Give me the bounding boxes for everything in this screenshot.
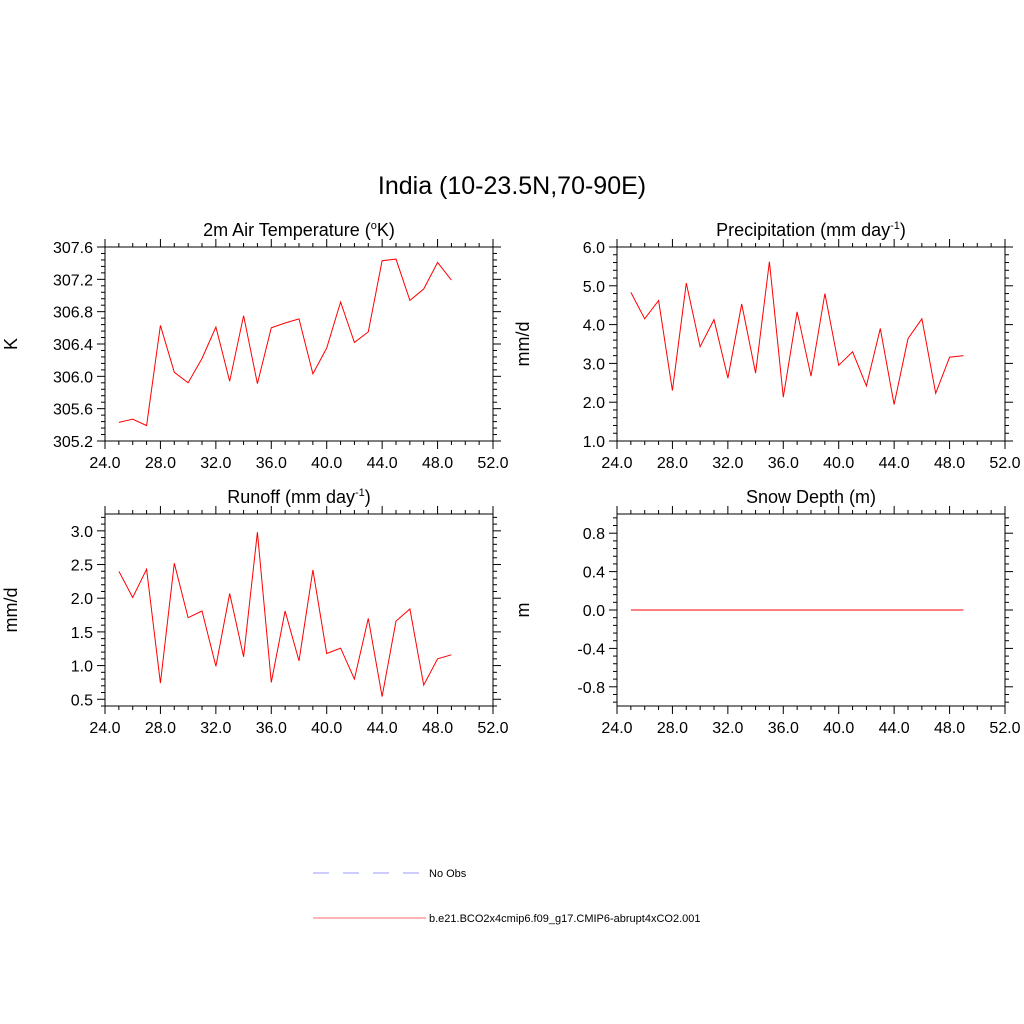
x-tick-label: 44.0 — [879, 455, 910, 472]
x-tick-label: 32.0 — [712, 455, 743, 472]
y-tick-label: 3.0 — [583, 356, 605, 373]
x-tick-label: 52.0 — [989, 455, 1020, 472]
x-tick-label: 48.0 — [934, 720, 965, 737]
y-tick-label: 305.2 — [53, 434, 93, 451]
panel-temperature: 2m Air Temperature (oK) K 24.0 28.0 32.0 36.0… — [1, 220, 509, 472]
legend-label: b.e21.BCO2x4cmip6.f09_g17.CMIP6-abrupt4x… — [429, 913, 701, 925]
plot-frame — [616, 246, 1006, 442]
y-tick-label: 305.6 — [53, 402, 93, 419]
x-tick-label: 24.0 — [601, 455, 632, 472]
legend: No Obs b.e21.BCO2x4cmip6.f09_g17.CMIP6-ab… — [313, 868, 701, 925]
y-axis-label: K — [1, 338, 21, 350]
y-tick-label: 306.4 — [53, 337, 93, 354]
y-tick-label: -0.4 — [577, 641, 605, 658]
x-tick-label: 28.0 — [657, 455, 688, 472]
x-tick-label: 36.0 — [768, 720, 799, 737]
panel-title-text: Runoff (mm day — [227, 487, 355, 507]
y-tick-label: -0.8 — [577, 680, 605, 697]
y-tick-label: 1.0 — [71, 659, 93, 676]
panel-runoff: Runoff (mm day-1) mm/d 24.0 28.0 32.0 36.0 40.… — [1, 487, 509, 737]
panel-title-superscript: o — [371, 220, 377, 232]
x-tick-label: 32.0 — [712, 720, 743, 737]
y-tick-label: 6.0 — [583, 240, 605, 257]
y-tick-label: 307.2 — [53, 272, 93, 289]
x-tick-label: 28.0 — [657, 720, 688, 737]
legend-entry: No Obs — [313, 868, 467, 880]
y-tick-label: 2.0 — [71, 591, 93, 608]
x-tick-label: 52.0 — [477, 455, 508, 472]
y-tick-label: 0.8 — [583, 526, 605, 543]
x-tick-label: 48.0 — [934, 455, 965, 472]
y-tick-label: 3.0 — [71, 524, 93, 541]
panel-precipitation: Precipitation (mm day-1) mm/d 24.0 28.0 32.0… — [513, 220, 1021, 472]
series-line — [118, 258, 452, 427]
x-tick-label: 44.0 — [367, 720, 398, 737]
panel-title: Precipitation (mm day-1) — [716, 220, 906, 240]
panel-title-text: Snow Depth (m) — [746, 487, 876, 507]
x-tick-label: 40.0 — [823, 455, 854, 472]
panel-title-superscript: -1 — [890, 220, 900, 232]
y-tick-label: 1.0 — [583, 434, 605, 451]
x-tick-label: 52.0 — [989, 720, 1020, 737]
series-line — [118, 532, 452, 697]
panel-title-tail: ) — [900, 220, 906, 240]
y-tick-label: 306.8 — [53, 305, 93, 322]
figure-title: India (10-23.5N,70-90E) — [378, 172, 646, 200]
y-axis-label: m — [513, 603, 533, 618]
x-tick-label: 40.0 — [311, 720, 342, 737]
y-tick-label: 0.4 — [583, 565, 605, 582]
legend-entry: b.e21.BCO2x4cmip6.f09_g17.CMIP6-abrupt4x… — [313, 913, 701, 925]
y-tick-label: 2.5 — [71, 558, 93, 575]
plot-frame — [104, 246, 494, 442]
x-tick-label: 44.0 — [367, 455, 398, 472]
x-tick-label: 44.0 — [879, 720, 910, 737]
y-tick-label: 1.5 — [71, 625, 93, 642]
panel-title-tail: ) — [365, 487, 371, 507]
x-tick-label: 36.0 — [256, 455, 287, 472]
x-tick-label: 24.0 — [601, 720, 632, 737]
x-tick-label: 28.0 — [145, 720, 176, 737]
panel-title-superscript: -1 — [355, 487, 365, 499]
plot-frame — [104, 513, 494, 707]
x-tick-label: 24.0 — [89, 720, 120, 737]
x-tick-label: 24.0 — [89, 455, 120, 472]
panel-title-text: 2m Air Temperature ( — [203, 220, 371, 240]
panel-title: Snow Depth (m) — [746, 487, 876, 507]
x-tick-label: 36.0 — [256, 720, 287, 737]
panel-title: Runoff (mm day-1) — [227, 487, 371, 507]
x-tick-label: 40.0 — [823, 720, 854, 737]
y-axis-label: mm/d — [513, 322, 533, 367]
x-tick-label: 32.0 — [200, 455, 231, 472]
panel-snow-depth: Snow Depth (m) m 24.0 28.0 32.0 36.0 40.0 44.0 4… — [513, 487, 1021, 737]
y-tick-label: 2.0 — [583, 395, 605, 412]
y-axis-label: mm/d — [1, 588, 21, 633]
panel-title-text: Precipitation (mm day — [716, 220, 890, 240]
y-tick-label: 4.0 — [583, 318, 605, 335]
x-tick-label: 48.0 — [422, 720, 453, 737]
y-tick-label: 306.0 — [53, 369, 93, 386]
x-tick-label: 32.0 — [200, 720, 231, 737]
y-tick-label: 307.6 — [53, 240, 93, 257]
y-tick-label: 5.0 — [583, 279, 605, 296]
x-tick-label: 40.0 — [311, 455, 342, 472]
x-tick-label: 36.0 — [768, 455, 799, 472]
legend-label: No Obs — [429, 868, 467, 880]
panels: 2m Air Temperature (oK) K 24.0 28.0 32.0 36.0… — [1, 220, 1021, 737]
y-tick-label: 0.0 — [583, 603, 605, 620]
x-tick-label: 28.0 — [145, 455, 176, 472]
x-tick-label: 52.0 — [477, 720, 508, 737]
x-tick-label: 48.0 — [422, 455, 453, 472]
y-tick-label: 0.5 — [71, 692, 93, 709]
series-line — [630, 261, 964, 405]
panel-title-tail: K) — [377, 220, 395, 240]
panel-title: 2m Air Temperature (oK) — [203, 220, 395, 240]
